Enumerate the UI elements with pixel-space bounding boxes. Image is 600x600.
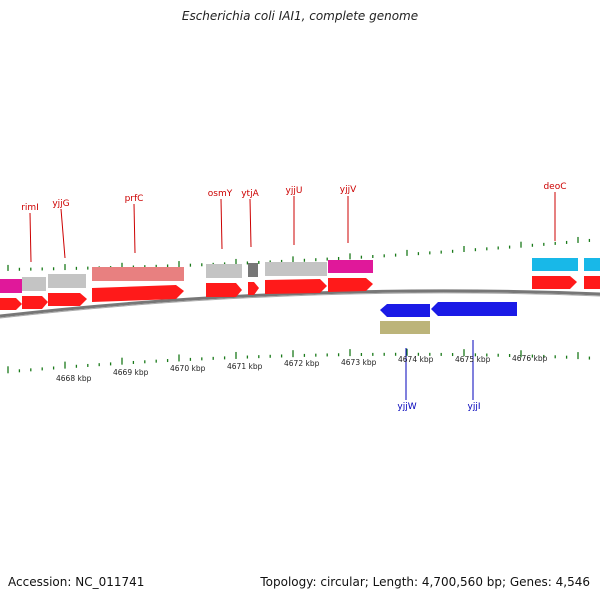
gene-label-yjjU[interactable]: yjjU — [286, 186, 303, 196]
gene-bar-prfC[interactable] — [92, 267, 184, 281]
map-title: Escherichia coli IAI1, complete genome — [181, 9, 419, 23]
gene-track-upper — [0, 258, 600, 293]
cds-arrow-2[interactable] — [22, 296, 48, 309]
cds-arrow-yjjV[interactable] — [328, 278, 373, 292]
gene-label-yjjW[interactable]: yjjW — [397, 402, 416, 412]
kbp-label: 4672 kbp — [284, 359, 320, 368]
cds-arrow-osmY[interactable] — [206, 283, 242, 297]
kbp-label: 4671 kbp — [227, 362, 263, 371]
kbp-label: 4673 kbp — [341, 358, 377, 367]
gene-label-yjjV[interactable]: yjjV — [340, 185, 357, 195]
gene-bar-ytjA[interactable] — [248, 263, 258, 277]
genome-backbone — [0, 289, 600, 318]
gene-bar-yjjG[interactable] — [48, 274, 86, 288]
kbp-label: 4669 kbp — [113, 368, 149, 377]
cds-arrow-yjjW[interactable] — [380, 304, 430, 317]
accession-text: Accession: NC_011741 — [8, 575, 145, 589]
cds-arrow-yjjI[interactable] — [431, 302, 517, 316]
gene-label-yjjG[interactable]: yjjG — [52, 199, 69, 209]
gene-bar-osmY[interactable] — [206, 264, 242, 278]
cds-track-forward — [0, 276, 600, 310]
cds-arrow-ytjA[interactable] — [248, 282, 259, 295]
kbp-label: 4670 kbp — [170, 364, 206, 373]
cds-arrow-yjjU[interactable] — [265, 279, 327, 294]
cds-arrow-1[interactable] — [0, 298, 22, 310]
gene-label-osmY[interactable]: osmY — [208, 189, 233, 199]
gene-bar-deoC[interactable] — [532, 258, 578, 271]
gene-label-ytjA[interactable]: ytjA — [241, 189, 259, 199]
gene-bar-deoC-next[interactable] — [584, 258, 600, 271]
gene-label-yjjI[interactable]: yjjI — [468, 402, 481, 412]
gene-bar-yjjU[interactable] — [265, 262, 327, 276]
cds-arrow-prfC[interactable] — [92, 285, 184, 302]
kbp-label: 4676 kbp — [512, 354, 548, 363]
bottom-label-leaders — [405, 340, 474, 400]
genome-summary-text: Topology: circular; Length: 4,700,560 bp… — [260, 575, 590, 589]
top-label-leaders — [29, 192, 556, 263]
gene-label-deoC[interactable]: deoC — [543, 182, 566, 192]
kbp-label: 4675 kbp — [455, 355, 491, 364]
cds-arrow-3[interactable] — [48, 293, 87, 306]
gene-label-prfC[interactable]: prfC — [125, 194, 144, 204]
gene-bar-yjjV[interactable] — [328, 260, 373, 273]
cds-arrow-deoC-next[interactable] — [584, 276, 600, 289]
gene-track-reverse — [380, 302, 517, 334]
gene-bar-rimI[interactable] — [0, 279, 22, 293]
gene-bar-yjjW[interactable] — [380, 321, 430, 334]
kbp-label: 4668 kbp — [56, 374, 92, 383]
gene-bar-yjjG-left[interactable] — [22, 277, 46, 291]
kbp-label: 4674 kbp — [398, 355, 434, 364]
cds-arrow-deoC[interactable] — [532, 276, 577, 289]
bottom-tick-track — [7, 348, 591, 374]
gene-label-rimI[interactable]: rimI — [21, 203, 39, 213]
